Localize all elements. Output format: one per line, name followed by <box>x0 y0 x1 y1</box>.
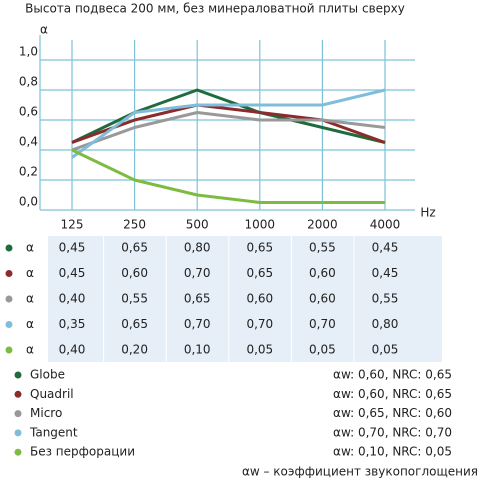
table-cell: 0,65 <box>184 292 211 306</box>
series-line <box>71 103 386 144</box>
table-cell: 0,55 <box>121 292 148 306</box>
table-row-label: α <box>26 317 34 331</box>
y-tick-label: 0,8 <box>19 75 38 89</box>
table-cell: 0,20 <box>121 343 148 357</box>
table-cell: 0,35 <box>59 317 86 331</box>
legend-rating: αw: 0,10, NRC: 0,05 <box>333 445 452 459</box>
series-line <box>71 148 385 204</box>
table-cell: 0,60 <box>309 266 336 280</box>
series-line <box>71 88 386 159</box>
y-axis-label: α <box>40 23 48 37</box>
table-cell: 0,55 <box>309 241 336 255</box>
footnote: αw – коэффициент звукопоглощения <box>242 465 478 479</box>
table-background <box>48 236 442 362</box>
legend-label: Без перфорации <box>30 445 135 459</box>
table-cell: 0,65 <box>246 241 273 255</box>
legend-marker <box>14 410 22 418</box>
table-row-marker <box>5 270 13 277</box>
y-tick-label: 0,6 <box>19 105 38 119</box>
table-cell: 0,45 <box>59 241 86 255</box>
x-tick-label: 2000 <box>307 218 338 232</box>
legend-marker <box>14 371 22 379</box>
table-row-marker <box>5 321 13 328</box>
legend-rating: αw: 0,70, NRC: 0,70 <box>333 425 452 439</box>
y-tick-label: 0,4 <box>19 135 38 149</box>
table-cell: 0,65 <box>121 241 148 255</box>
table-cell: 0,45 <box>372 241 399 255</box>
table-row-marker <box>5 346 13 354</box>
table-cell: 0,40 <box>59 292 86 306</box>
table-cell: 0,70 <box>184 266 211 280</box>
table-row-label: α <box>26 292 34 306</box>
table-cell: 0,70 <box>184 317 211 331</box>
x-tick-label: 4000 <box>370 218 401 232</box>
legend-label: Micro <box>30 406 62 420</box>
table-row-marker <box>5 295 13 303</box>
legend-marker <box>14 390 22 398</box>
table-cell: 0,60 <box>309 292 336 306</box>
table-cell: 0,65 <box>121 317 148 331</box>
legend-rating: αw: 0,65, NRC: 0,60 <box>333 406 452 420</box>
table-cell: 0,70 <box>309 317 336 331</box>
table-row-label: α <box>26 241 34 255</box>
table-cell: 0,55 <box>372 292 399 306</box>
table-cell: 0,05 <box>309 343 336 357</box>
table-cell: 0,05 <box>246 343 273 357</box>
table-cell: 0,45 <box>59 266 86 280</box>
y-tick-label: 0,0 <box>19 195 38 209</box>
table-row-label: α <box>26 266 34 280</box>
table-cell: 0,10 <box>184 343 211 357</box>
x-axis-label: Hz <box>420 206 435 220</box>
y-tick-label: 0,2 <box>19 165 38 179</box>
table-cell: 0,05 <box>372 343 399 357</box>
legend-label: Tangent <box>29 425 78 439</box>
table-row-label: α <box>26 343 34 357</box>
table-row-marker <box>5 244 13 252</box>
table-cell: 0,80 <box>184 241 211 255</box>
table-cell: 0,60 <box>246 292 273 306</box>
x-tick-label: 500 <box>186 218 209 232</box>
legend-label: Quadril <box>30 387 74 401</box>
x-tick-label: 125 <box>61 218 84 232</box>
table-cell: 0,45 <box>372 266 399 280</box>
legend-marker <box>14 429 22 437</box>
series-line <box>71 111 386 152</box>
table-cell: 0,60 <box>121 266 148 280</box>
table-cell: 0,70 <box>246 317 273 331</box>
y-tick-label: 1,0 <box>19 45 38 59</box>
table-cell: 0,65 <box>246 266 273 280</box>
series-line <box>71 88 386 144</box>
legend-rating: αw: 0,60, NRC: 0,65 <box>333 368 452 382</box>
legend-marker <box>14 448 22 456</box>
x-tick-label: 1000 <box>245 218 276 232</box>
table-cell: 0,40 <box>59 343 86 357</box>
chart-title: Высота подвеса 200 мм, без минераловатно… <box>25 2 405 16</box>
legend-rating: αw: 0,60, NRC: 0,65 <box>333 387 452 401</box>
x-tick-label: 250 <box>123 218 146 232</box>
legend-label: Globe <box>30 368 65 382</box>
table-cell: 0,80 <box>372 317 399 331</box>
